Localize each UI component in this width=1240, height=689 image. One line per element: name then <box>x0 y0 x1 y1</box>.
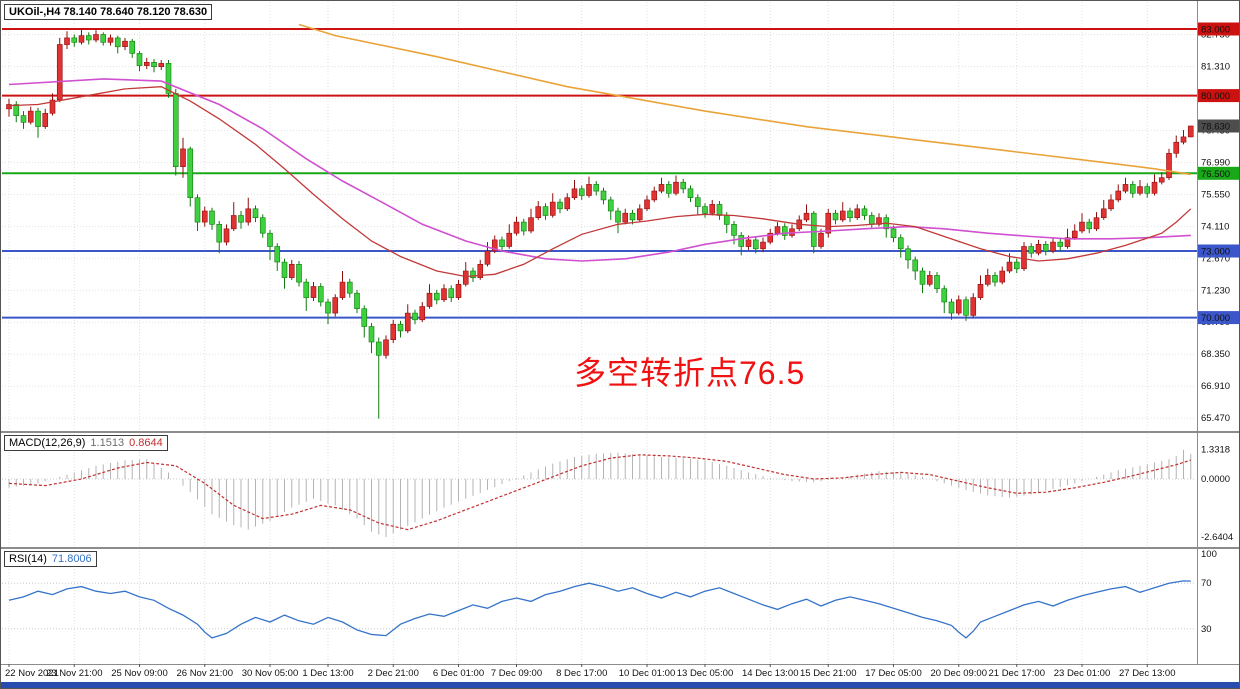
svg-text:17 Dec 05:00: 17 Dec 05:00 <box>865 668 922 679</box>
candlesticks <box>6 28 1194 419</box>
grid-lines <box>2 2 1196 663</box>
svg-text:8 Dec 17:00: 8 Dec 17:00 <box>556 668 607 679</box>
macd-indicator-label: MACD(12,26,9) 1.1513 0.8644 <box>4 435 168 451</box>
svg-text:65.470: 65.470 <box>1201 413 1230 424</box>
svg-text:-2.6404: -2.6404 <box>1201 532 1233 543</box>
svg-text:26 Nov 21:00: 26 Nov 21:00 <box>176 668 233 679</box>
svg-text:15 Dec 21:00: 15 Dec 21:00 <box>800 668 857 679</box>
svg-text:66.910: 66.910 <box>1201 381 1230 392</box>
svg-text:2 Dec 21:00: 2 Dec 21:00 <box>368 668 419 679</box>
time-axis[interactable] <box>1 664 1198 682</box>
svg-text:70: 70 <box>1201 578 1212 589</box>
svg-text:72.670: 72.670 <box>1201 253 1230 264</box>
svg-text:0.0000: 0.0000 <box>1201 474 1230 485</box>
svg-text:75.550: 75.550 <box>1201 189 1230 200</box>
macd-main-value: 1.1513 <box>90 437 125 449</box>
svg-text:83.000: 83.000 <box>1201 24 1230 35</box>
svg-text:68.350: 68.350 <box>1201 349 1230 360</box>
svg-text:76.500: 76.500 <box>1201 169 1230 180</box>
svg-text:73.000: 73.000 <box>1201 246 1230 257</box>
svg-text:78.630: 78.630 <box>1201 121 1230 132</box>
svg-text:1.3318: 1.3318 <box>1201 445 1230 456</box>
svg-text:7 Dec 09:00: 7 Dec 09:00 <box>491 668 542 679</box>
bottom-window-strip <box>1 682 1239 688</box>
svg-text:10 Dec 01:00: 10 Dec 01:00 <box>619 668 676 679</box>
macd-signal-value: 0.8644 <box>129 437 163 449</box>
panel-separator-main-macd[interactable] <box>1 431 1239 433</box>
svg-text:70.000: 70.000 <box>1201 313 1230 324</box>
svg-text:23 Dec 01:00: 23 Dec 01:00 <box>1054 668 1111 679</box>
svg-text:22 Nov 2021: 22 Nov 2021 <box>5 668 59 679</box>
rsi-indicator-label: RSI(14) 71.8006 <box>4 551 97 567</box>
svg-text:13 Dec 05:00: 13 Dec 05:00 <box>677 668 734 679</box>
moving-averages <box>8 23 1192 278</box>
svg-text:20 Dec 09:00: 20 Dec 09:00 <box>930 668 987 679</box>
svg-text:14 Dec 13:00: 14 Dec 13:00 <box>742 668 799 679</box>
rsi-value: 71.8006 <box>51 553 92 565</box>
svg-text:21 Dec 17:00: 21 Dec 17:00 <box>988 668 1045 679</box>
svg-text:23 Nov 21:00: 23 Nov 21:00 <box>46 668 103 679</box>
ohlc-title: UKOil-,H4 78.140 78.640 78.120 78.630 <box>4 4 213 20</box>
svg-text:1 Dec 13:00: 1 Dec 13:00 <box>302 668 353 679</box>
svg-text:100: 100 <box>1201 549 1217 560</box>
svg-text:30 Nov 05:00: 30 Nov 05:00 <box>242 668 299 679</box>
macd-indicator <box>8 449 1192 538</box>
svg-text:6 Dec 01:00: 6 Dec 01:00 <box>433 668 484 679</box>
rsi-indicator <box>8 580 1191 639</box>
macd-name: MACD(12,26,9) <box>9 437 86 449</box>
svg-text:25 Nov 09:00: 25 Nov 09:00 <box>111 668 168 679</box>
svg-text:71.230: 71.230 <box>1201 285 1230 296</box>
svg-text:74.110: 74.110 <box>1201 221 1229 232</box>
panel-separator-macd-rsi[interactable] <box>1 547 1239 549</box>
svg-text:76.990: 76.990 <box>1201 157 1230 168</box>
svg-text:80.000: 80.000 <box>1201 91 1230 102</box>
horizontal-level-lines[interactable] <box>2 27 1197 319</box>
price-labels: 83.000 80.000 76.500 73.000 70.000 78.630 <box>1198 22 1239 325</box>
svg-text:30: 30 <box>1201 624 1212 635</box>
svg-text:27 Dec 13:00: 27 Dec 13:00 <box>1119 668 1176 679</box>
price-axis[interactable] <box>1198 1 1239 664</box>
svg-text:81.310: 81.310 <box>1201 61 1230 72</box>
rsi-name: RSI(14) <box>9 553 47 565</box>
annotation-text[interactable]: 多空转折点76.5 <box>574 355 806 391</box>
